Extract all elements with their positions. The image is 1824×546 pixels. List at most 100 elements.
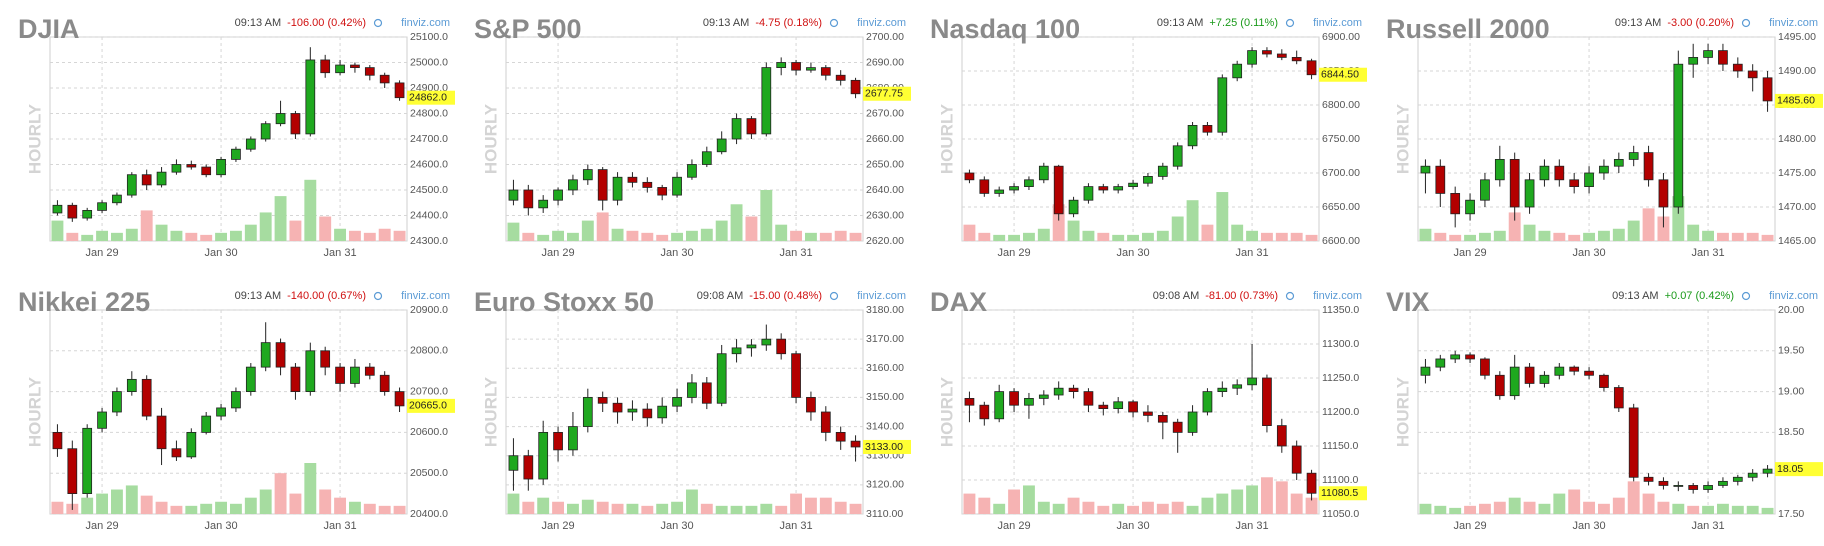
volume-bar: [537, 234, 550, 241]
candle-body: [350, 366, 360, 384]
volume-bar: [1553, 232, 1566, 241]
candle-body: [379, 74, 390, 84]
candle-body: [979, 179, 990, 194]
chart-title: VIX: [1386, 287, 1430, 317]
candle-body: [126, 174, 137, 196]
volume-bar: [259, 212, 272, 241]
candle-body: [979, 404, 990, 420]
candle-body: [568, 179, 578, 191]
candle-body: [1450, 354, 1461, 360]
volume-bar: [1216, 493, 1229, 514]
volume-bar: [566, 503, 579, 514]
candle-body: [231, 391, 241, 409]
volume-bar: [641, 232, 654, 241]
volume-bar: [363, 503, 376, 514]
candle-body: [761, 338, 772, 346]
volume-bar: [1687, 505, 1700, 514]
y-tick-label: 6750.00: [1322, 133, 1360, 145]
candle-body: [1599, 374, 1609, 388]
chart-title: DAX: [930, 287, 987, 317]
candle-body: [1584, 172, 1594, 187]
candle-body: [835, 74, 846, 81]
candle-body: [335, 366, 345, 384]
volume-bar: [1112, 234, 1125, 241]
candle-body: [186, 164, 197, 168]
volume-bar: [700, 503, 713, 514]
volume-bar: [363, 232, 376, 241]
candle-body: [1539, 165, 1550, 181]
candle-body: [1747, 70, 1758, 79]
last-price-label: 24862.0: [409, 91, 447, 103]
volume-bar: [1493, 230, 1506, 241]
volume-bar: [1478, 232, 1491, 241]
candle-body: [141, 174, 152, 186]
period-label: HOURLY: [1393, 376, 1412, 447]
y-tick-label: 1480.00: [1778, 133, 1816, 145]
plot-area: [961, 309, 1320, 515]
last-price-box: [1775, 93, 1823, 108]
candle-body: [1083, 391, 1094, 406]
volume-bar: [819, 497, 832, 514]
volume-bar: [730, 505, 743, 514]
x-tick-label: Jan 30: [661, 520, 694, 532]
candle-body: [141, 378, 152, 417]
y-tick-label: 24400.0: [410, 209, 448, 221]
candle-body: [335, 64, 345, 74]
candle-body: [201, 415, 212, 433]
period-label: HOURLY: [481, 376, 500, 447]
chart-panel: 11050.0 11100.0 11150.0 11200.0 11250.0 11300…: [930, 287, 1367, 532]
candle-body: [52, 431, 63, 450]
candle-body: [156, 171, 167, 186]
volume-bar: [1246, 230, 1259, 241]
candle-body: [350, 64, 360, 69]
volume-bar: [566, 232, 579, 241]
source-icon: [1285, 18, 1295, 28]
volume-bar: [1627, 481, 1640, 514]
volume-bar: [334, 228, 347, 241]
volume-bar: [1097, 505, 1110, 514]
volume-bar: [1419, 503, 1432, 514]
volume-bar: [963, 224, 976, 241]
volume-bar: [1642, 493, 1655, 514]
volume-bar: [671, 232, 684, 241]
candle-body: [850, 79, 861, 95]
volume-bar: [1449, 507, 1462, 514]
volume-bar: [1538, 503, 1551, 514]
price-change: -106.00 (0.42%): [287, 17, 366, 29]
candle-body: [394, 82, 405, 99]
period-label: HOURLY: [937, 103, 956, 174]
volume-bar: [51, 501, 64, 514]
chart-panel: 24300.0 24400.0 24500.0 24600.0 24700.0 24800…: [18, 14, 455, 259]
candle-body: [216, 407, 226, 417]
x-tick-label: Jan 31: [1692, 520, 1725, 532]
last-price-box: [863, 86, 911, 101]
candle-body: [171, 164, 182, 173]
candle-body: [1276, 53, 1287, 58]
volume-bar: [81, 497, 94, 514]
candle-body: [776, 62, 787, 68]
volume-bar: [1037, 228, 1050, 241]
source-link: finviz.com: [401, 290, 450, 302]
candle-body: [1539, 374, 1550, 384]
candle-body: [290, 113, 301, 135]
candle-body: [835, 431, 846, 442]
y-tick-label: 18.50: [1778, 426, 1804, 438]
candle-body: [612, 176, 623, 201]
volume-bar: [1746, 232, 1759, 241]
y-tick-label: 20400.0: [410, 508, 448, 520]
volume-bar: [1434, 505, 1447, 514]
volume-bar: [1642, 208, 1655, 241]
y-tick-label: 1495.00: [1778, 31, 1816, 43]
candle-body: [850, 440, 861, 448]
y-tick-label: 2620.00: [866, 235, 904, 247]
volume-bar: [96, 230, 109, 241]
price-change: -3.00 (0.20%): [1667, 17, 1734, 29]
candle-body: [82, 427, 93, 495]
candle-body: [1494, 158, 1505, 181]
candle-body: [994, 189, 1005, 194]
period-label: HOURLY: [25, 376, 44, 447]
volume-bar: [715, 505, 728, 514]
volume-bar: [1716, 232, 1729, 241]
quote-time: 09:08 AM: [1153, 290, 1199, 302]
candle-body: [1217, 387, 1228, 392]
